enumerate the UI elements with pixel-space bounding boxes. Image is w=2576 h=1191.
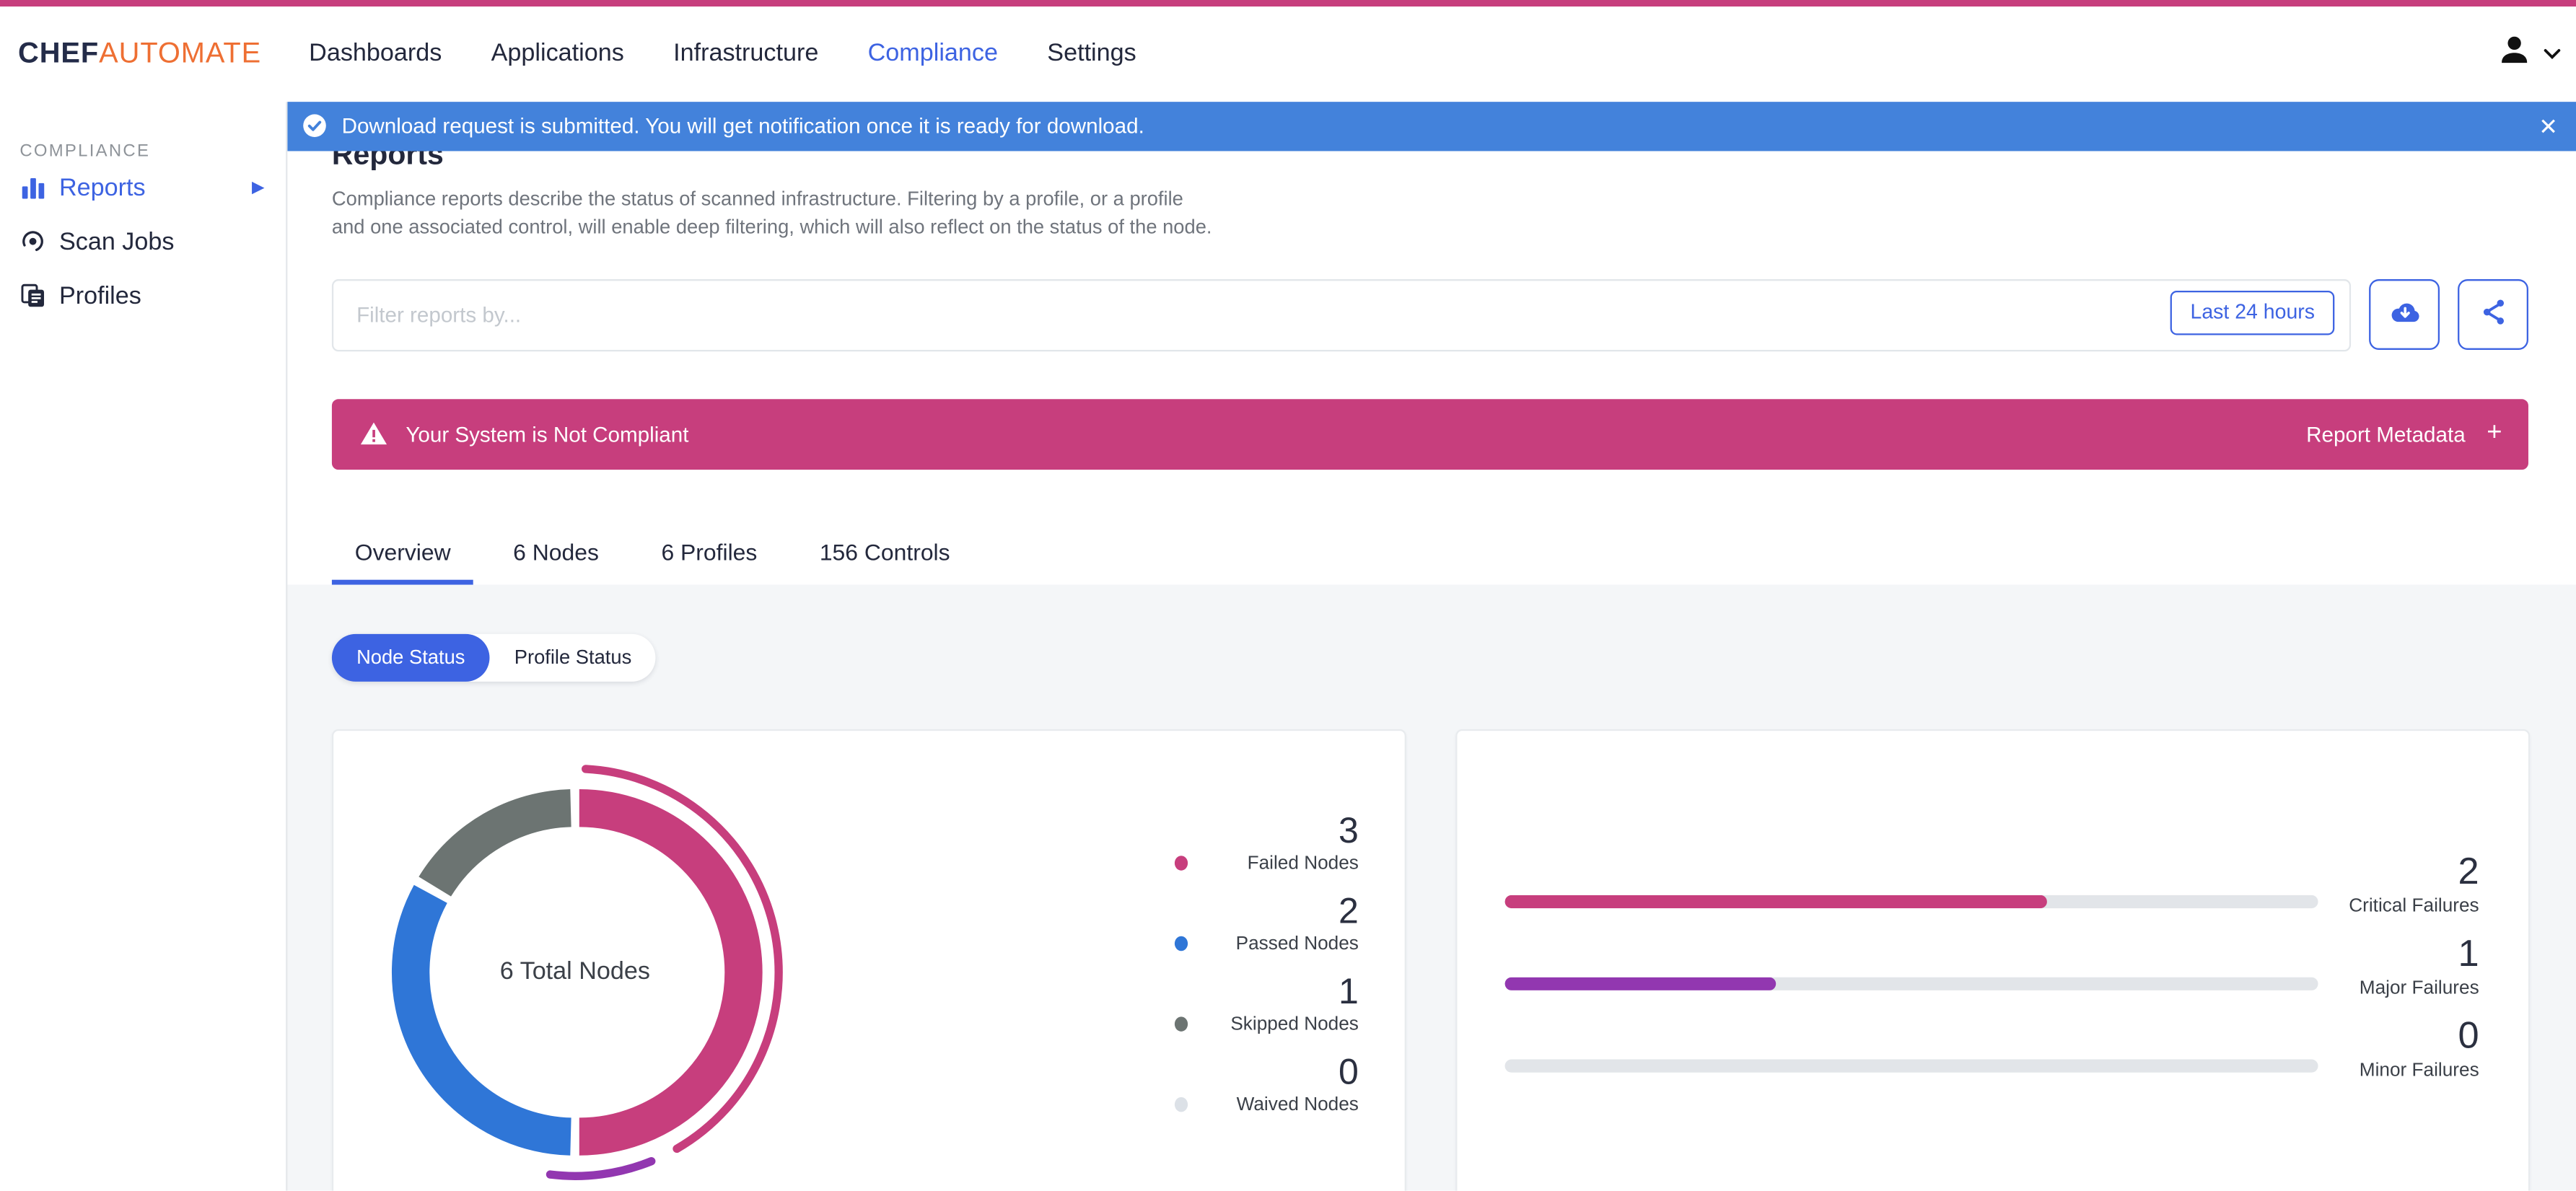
top-accent-strip: [0, 0, 2576, 6]
skipped-count: 1: [1339, 970, 1359, 1011]
sidebar-item-scan-jobs[interactable]: Scan Jobs: [0, 214, 286, 268]
compliance-sidebar: COMPLIANCE Reports ▶ Scan Jobs Profiles: [0, 101, 288, 1191]
compliance-status-message: Your System is Not Compliant: [406, 421, 689, 447]
share-report-button[interactable]: [2458, 278, 2528, 349]
failed-label: Failed Nodes: [1247, 853, 1359, 874]
legend-row-failed: 3 Failed Nodes: [1174, 809, 1359, 876]
bar-chart-icon: [18, 175, 48, 199]
sidebar-item-reports[interactable]: Reports ▶: [0, 160, 286, 214]
sidebar-item-label: Scan Jobs: [58, 227, 175, 256]
passed-dot-icon: [1174, 935, 1188, 951]
page-description: Compliance reports describe the status o…: [331, 186, 1212, 239]
skipped-label: Skipped Nodes: [1230, 1014, 1359, 1034]
top-navbar: CHEFAUTOMATE Dashboards Applications Inf…: [0, 5, 2576, 102]
waived-dot-icon: [1174, 1096, 1188, 1112]
skipped-dot-icon: [1174, 1016, 1188, 1031]
expand-arrow-icon[interactable]: ▶: [252, 178, 265, 197]
share-icon: [2476, 295, 2510, 333]
critical-count: 2: [2458, 848, 2479, 892]
legend-row-passed: 2 Passed Nodes: [1174, 889, 1359, 957]
major-bar-fill: [1504, 976, 1776, 990]
user-menu[interactable]: [2497, 32, 2562, 74]
major-bar-track: [1504, 976, 2318, 990]
user-icon: [2497, 32, 2532, 74]
minor-count: 0: [2458, 1012, 2479, 1055]
major-label: Major Failures: [2359, 977, 2479, 998]
status-toggle: Node Status Profile Status: [331, 633, 657, 681]
download-report-button[interactable]: [2369, 278, 2440, 349]
nav-item-dashboards[interactable]: Dashboards: [309, 39, 442, 68]
passed-count: 2: [1339, 889, 1359, 931]
warning-icon: [360, 421, 388, 447]
failed-count: 3: [1339, 809, 1359, 851]
main-nav: Dashboards Applications Infrastructure C…: [309, 40, 1136, 68]
nav-item-infrastructure[interactable]: Infrastructure: [673, 39, 819, 68]
waived-label: Waived Nodes: [1236, 1094, 1359, 1115]
critical-bar-track: [1504, 894, 2318, 907]
nav-item-settings[interactable]: Settings: [1047, 39, 1136, 68]
compliance-status-banner: Your System is Not Compliant Report Meta…: [331, 398, 2528, 470]
severity-row-minor: 0 Minor Failures: [1504, 1012, 2479, 1083]
logo-chef: CHEF: [18, 36, 100, 69]
sidebar-item-label: Reports: [58, 173, 146, 201]
check-circle-icon: [302, 114, 327, 139]
passed-label: Passed Nodes: [1235, 933, 1359, 954]
tab-profiles[interactable]: 6 Profiles: [661, 537, 758, 565]
major-count: 1: [2458, 930, 2479, 974]
severity-row-critical: 2 Critical Failures: [1504, 848, 2479, 919]
filter-reports-input[interactable]: Filter reports by... Last 24 hours: [331, 278, 2352, 351]
critical-label: Critical Failures: [2349, 896, 2479, 916]
report-metadata-label[interactable]: Report Metadata: [2306, 421, 2466, 447]
critical-bar-fill: [1504, 894, 2048, 907]
severity-row-major: 1 Major Failures: [1504, 930, 2479, 1001]
node-status-donut-card: 6 Total Nodes 3 Failed Nodes 2 Passed Node…: [331, 728, 1406, 1191]
filter-placeholder: Filter reports by...: [356, 302, 522, 328]
tab-controls[interactable]: 156 Controls: [819, 537, 950, 565]
legend-row-waived: 0 Waived Nodes: [1174, 1050, 1359, 1118]
expand-metadata-icon[interactable]: +: [2487, 418, 2502, 447]
profiles-icon: [18, 283, 48, 309]
cloud-download-icon: [2386, 293, 2422, 334]
scan-icon: [18, 228, 48, 254]
node-status-legend: 3 Failed Nodes 2 Passed Nodes 1 Skipped Nod…: [1174, 809, 1359, 1134]
node-status-pill[interactable]: Node Status: [331, 633, 490, 681]
legend-row-skipped: 1 Skipped Nodes: [1174, 970, 1359, 1037]
sidebar-section-label: COMPLIANCE: [19, 140, 151, 160]
donut-center-label: 6 Total Nodes: [499, 957, 650, 986]
failed-dot-icon: [1174, 855, 1188, 870]
sidebar-item-label: Profiles: [58, 281, 141, 310]
minor-bar-track: [1504, 1058, 2318, 1072]
waived-count: 0: [1339, 1050, 1359, 1091]
logo-automate: AUTOMATE: [99, 36, 262, 69]
report-tabs: Overview 6 Nodes 6 Profiles 156 Controls: [331, 523, 2528, 584]
failure-severity-chart: 2 Critical Failures 1 Major Failures 0 Mino…: [1458, 730, 2528, 1084]
chevron-down-icon: [2543, 39, 2561, 69]
profile-status-pill[interactable]: Profile Status: [514, 644, 632, 668]
donut-svg: [391, 764, 783, 1179]
node-status-donut-chart: 6 Total Nodes: [362, 758, 789, 1185]
filter-toolbar: Filter reports by... Last 24 hours: [331, 278, 2528, 351]
nav-item-compliance[interactable]: Compliance: [867, 39, 999, 68]
notification-message: Download request is submitted. You will …: [341, 113, 1144, 139]
close-icon[interactable]: ✕: [2538, 113, 2558, 139]
tab-nodes[interactable]: 6 Nodes: [513, 537, 599, 565]
tab-overview[interactable]: Overview: [331, 523, 474, 584]
failure-severity-card: 2 Critical Failures 1 Major Failures 0 Mino…: [1455, 728, 2531, 1191]
time-range-button[interactable]: Last 24 hours: [2170, 289, 2335, 335]
download-notification-banner: Download request is submitted. You will …: [287, 101, 2576, 151]
sidebar-item-profiles[interactable]: Profiles: [0, 268, 286, 322]
chef-automate-logo[interactable]: CHEFAUTOMATE: [18, 36, 261, 71]
minor-label: Minor Failures: [2359, 1060, 2479, 1081]
main-content: Download request is submitted. You will …: [287, 101, 2576, 1191]
nav-item-applications[interactable]: Applications: [491, 39, 624, 68]
